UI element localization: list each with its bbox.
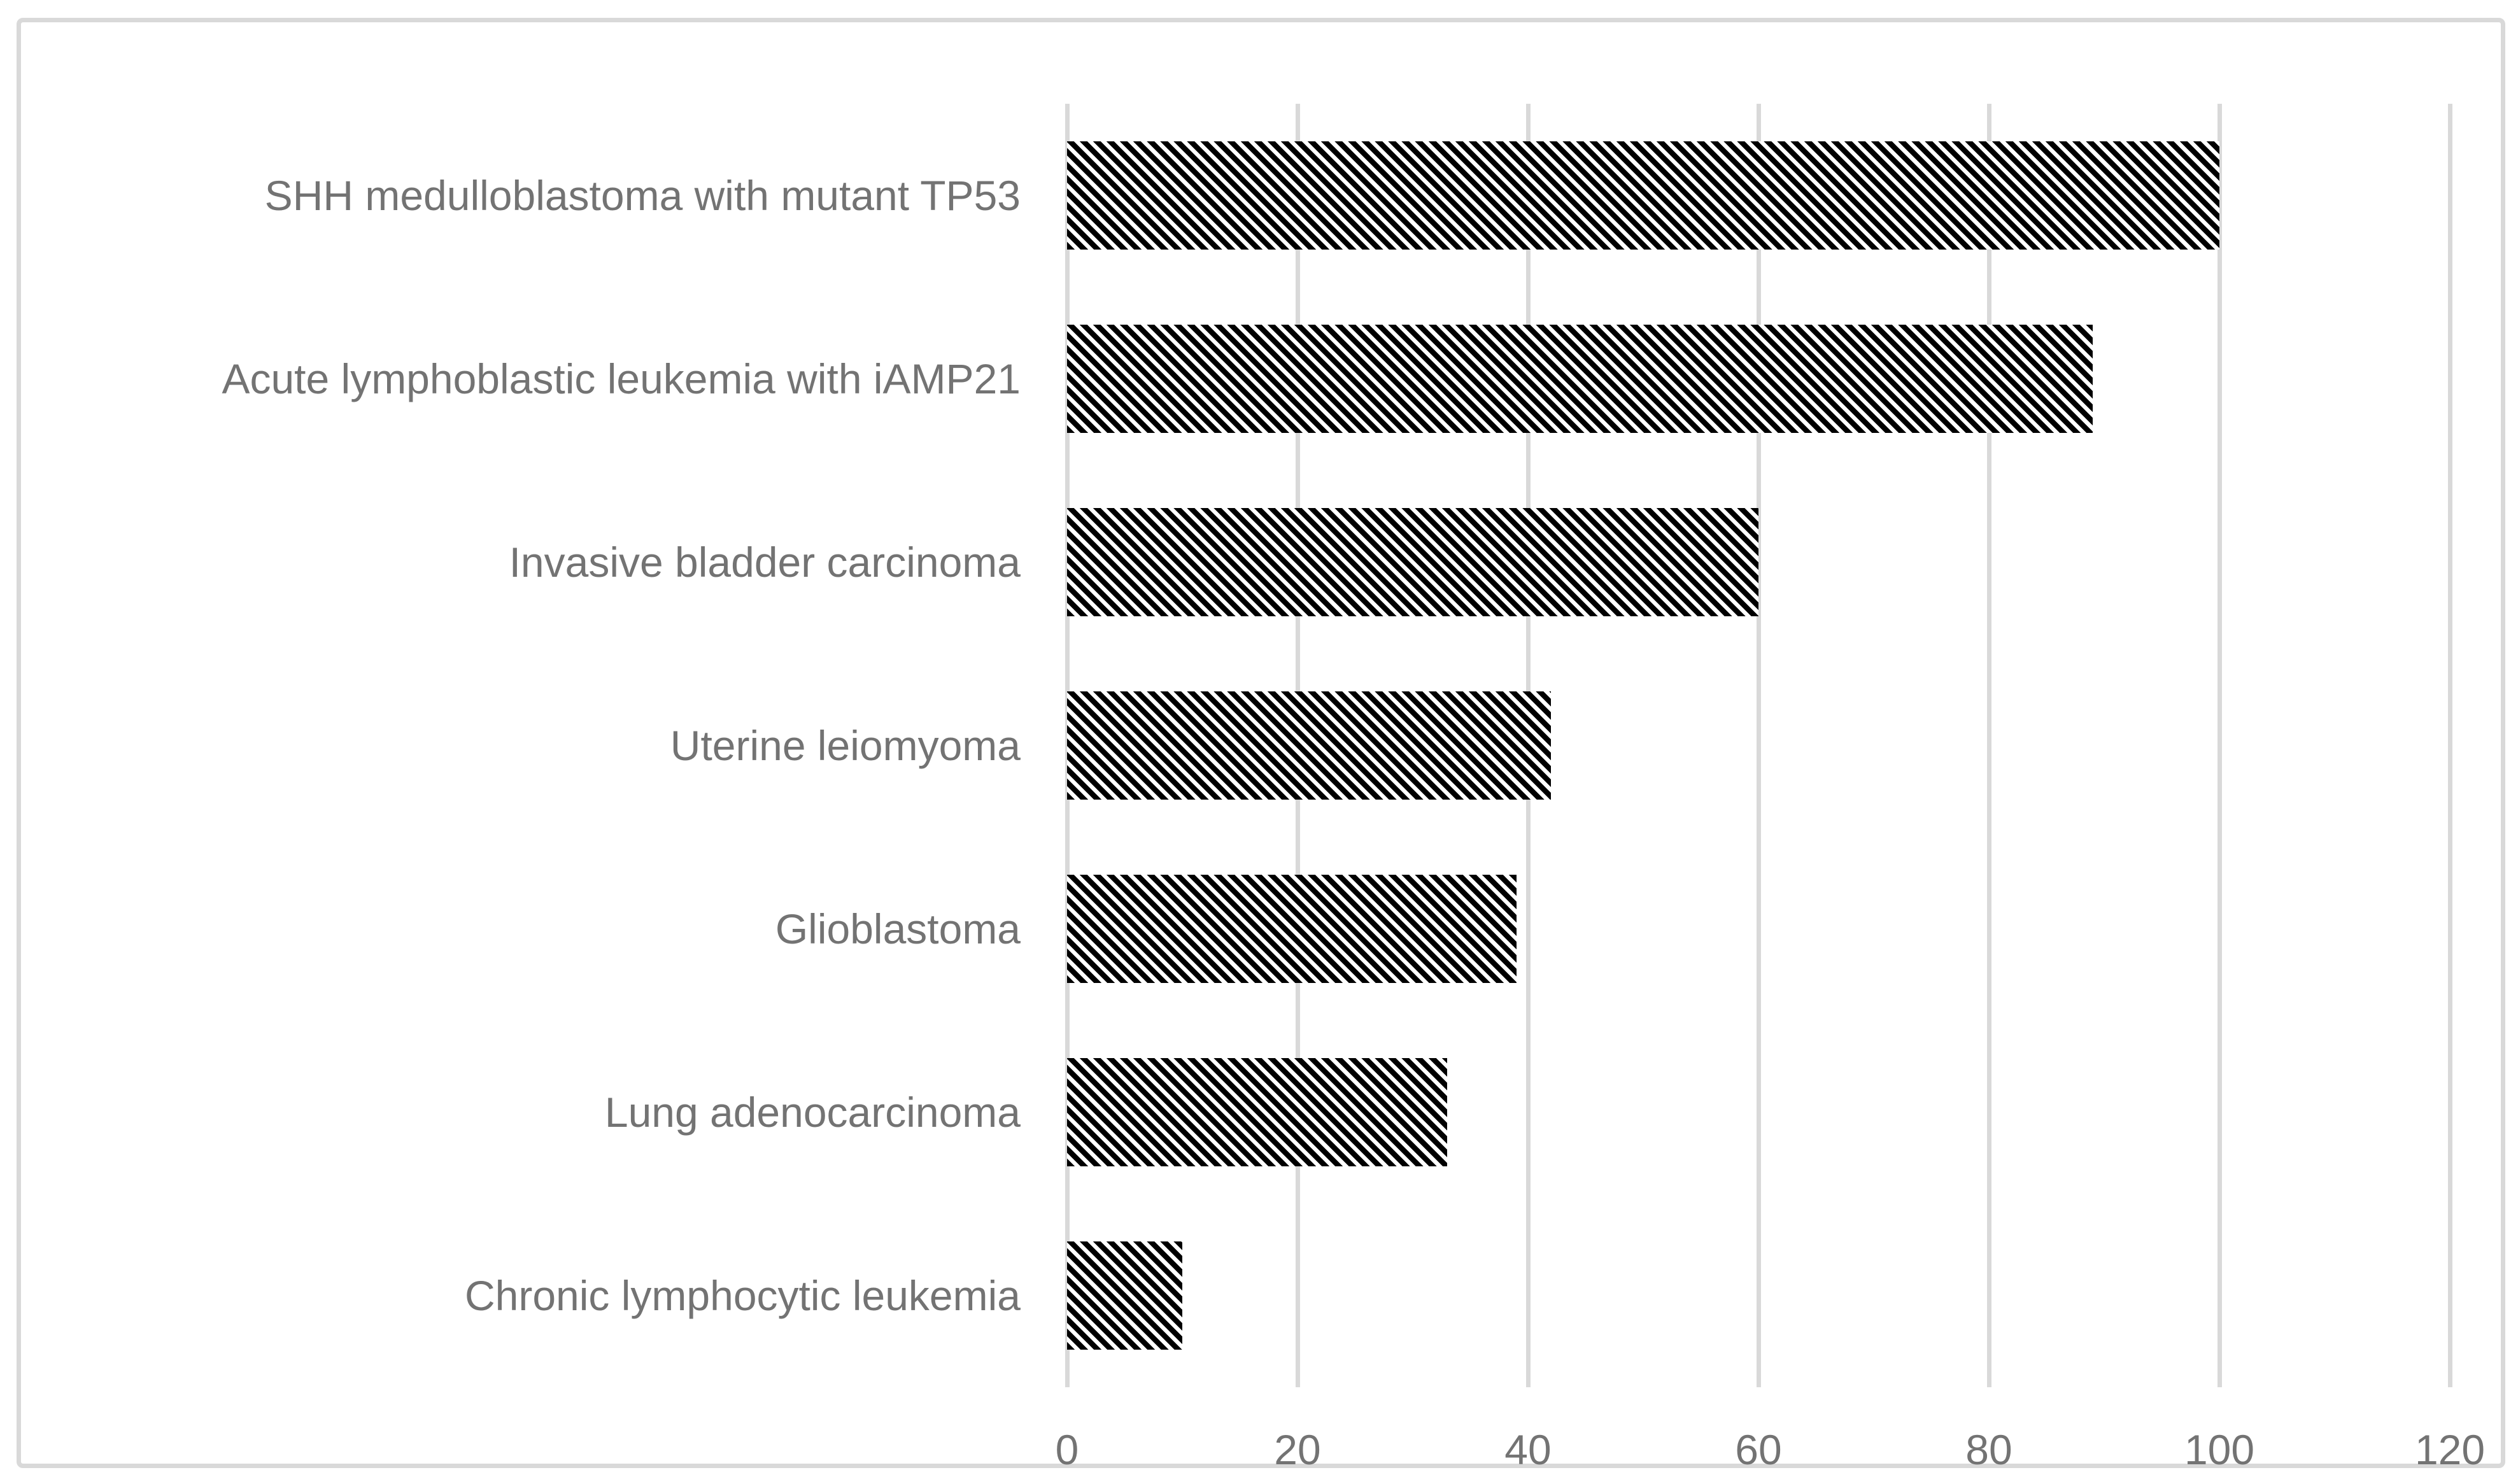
bar <box>1067 691 1552 800</box>
category-label: Lung adenocarcinoma <box>604 1089 1021 1136</box>
x-tick-label: 40 <box>1504 1426 1552 1473</box>
x-tick-label: 20 <box>1274 1426 1321 1473</box>
bar <box>1067 508 1758 616</box>
bar <box>1067 875 1517 983</box>
gridline-x-100 <box>2217 104 2222 1387</box>
bar <box>1067 1241 1182 1350</box>
category-label: Glioblastoma <box>775 905 1021 952</box>
category-label: SHH medulloblastoma with mutant TP53 <box>264 172 1021 219</box>
bar <box>1067 325 2093 433</box>
gridline-x-80 <box>1986 104 1991 1387</box>
gridline-x-60 <box>1756 104 1761 1387</box>
gridline-x-120 <box>2447 104 2452 1387</box>
bar <box>1067 141 2219 250</box>
category-label: Acute lymphoblastic leukemia with iAMP21 <box>222 355 1021 402</box>
x-tick-label: 60 <box>1735 1426 1782 1473</box>
category-label: Uterine leiomyoma <box>670 722 1021 769</box>
category-label: Invasive bladder carcinoma <box>509 539 1021 586</box>
plot-area <box>1064 104 2452 1387</box>
chart-frame: SHH medulloblastoma with mutant TP53 Acut… <box>17 18 2505 1473</box>
category-label: Chronic lymphocytic leukemia <box>465 1272 1021 1319</box>
x-tick-label: 120 <box>2414 1426 2486 1473</box>
x-tick-label: 100 <box>2184 1426 2255 1473</box>
x-tick-label: 80 <box>1965 1426 2012 1473</box>
bar <box>1067 1058 1448 1166</box>
x-tick-label: 0 <box>1055 1426 1079 1473</box>
